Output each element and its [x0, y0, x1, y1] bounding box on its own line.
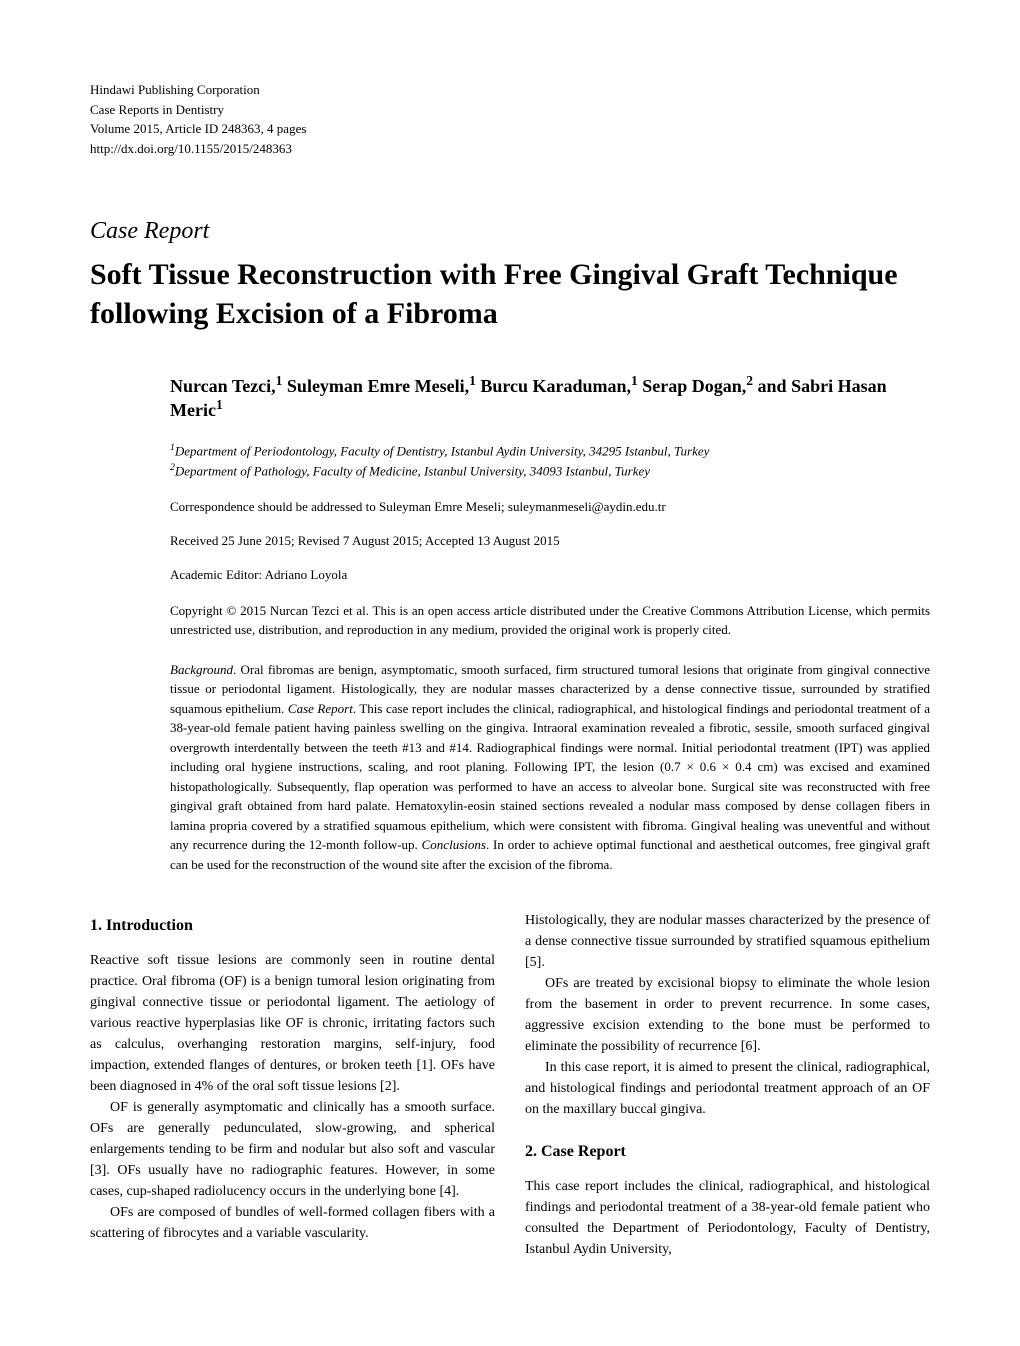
article-type: Case Report	[90, 218, 930, 245]
publisher-name: Hindawi Publishing Corporation	[90, 80, 930, 100]
abstract-case-text: . This case report includes the clinical…	[170, 701, 930, 853]
intro-para-2: OF is generally asymptomatic and clinica…	[90, 1097, 495, 1202]
publisher-header: Hindawi Publishing Corporation Case Repo…	[90, 80, 930, 158]
journal-name: Case Reports in Dentistry	[90, 100, 930, 120]
article-title: Soft Tissue Reconstruction with Free Gin…	[90, 255, 930, 333]
affiliation-2: 2Department of Pathology, Faculty of Med…	[170, 461, 930, 481]
abstract-bg-label: Background	[170, 662, 233, 677]
abstract: Background. Oral fibromas are benign, as…	[170, 660, 930, 875]
col2-para-1: Histologically, they are nodular masses …	[525, 910, 930, 973]
affiliations: 1Department of Periodontology, Faculty o…	[170, 441, 930, 481]
abstract-conc-label: Conclusions	[422, 837, 486, 852]
right-column: Histologically, they are nodular masses …	[525, 910, 930, 1260]
academic-editor: Academic Editor: Adriano Loyola	[170, 567, 930, 583]
case-heading: 2. Case Report	[525, 1140, 930, 1164]
case-para-1: This case report includes the clinical, …	[525, 1176, 930, 1260]
col2-para-3: In this case report, it is aimed to pres…	[525, 1057, 930, 1120]
abstract-case-label: Case Report	[288, 701, 353, 716]
correspondence: Correspondence should be addressed to Su…	[170, 499, 930, 515]
intro-heading: 1. Introduction	[90, 914, 495, 938]
intro-para-3: OFs are composed of bundles of well-form…	[90, 1202, 495, 1244]
authors-list: Nurcan Tezci,1 Suleyman Emre Meseli,1 Bu…	[170, 373, 930, 421]
volume-info: Volume 2015, Article ID 248363, 4 pages	[90, 119, 930, 139]
doi-link: http://dx.doi.org/10.1155/2015/248363	[90, 139, 930, 159]
body-columns: 1. Introduction Reactive soft tissue les…	[90, 910, 930, 1260]
intro-para-1: Reactive soft tissue lesions are commonl…	[90, 950, 495, 1097]
left-column: 1. Introduction Reactive soft tissue les…	[90, 910, 495, 1260]
article-dates: Received 25 June 2015; Revised 7 August …	[170, 533, 930, 549]
copyright-notice: Copyright © 2015 Nurcan Tezci et al. Thi…	[170, 601, 930, 640]
affiliation-1: 1Department of Periodontology, Faculty o…	[170, 441, 930, 461]
col2-para-2: OFs are treated by excisional biopsy to …	[525, 973, 930, 1057]
